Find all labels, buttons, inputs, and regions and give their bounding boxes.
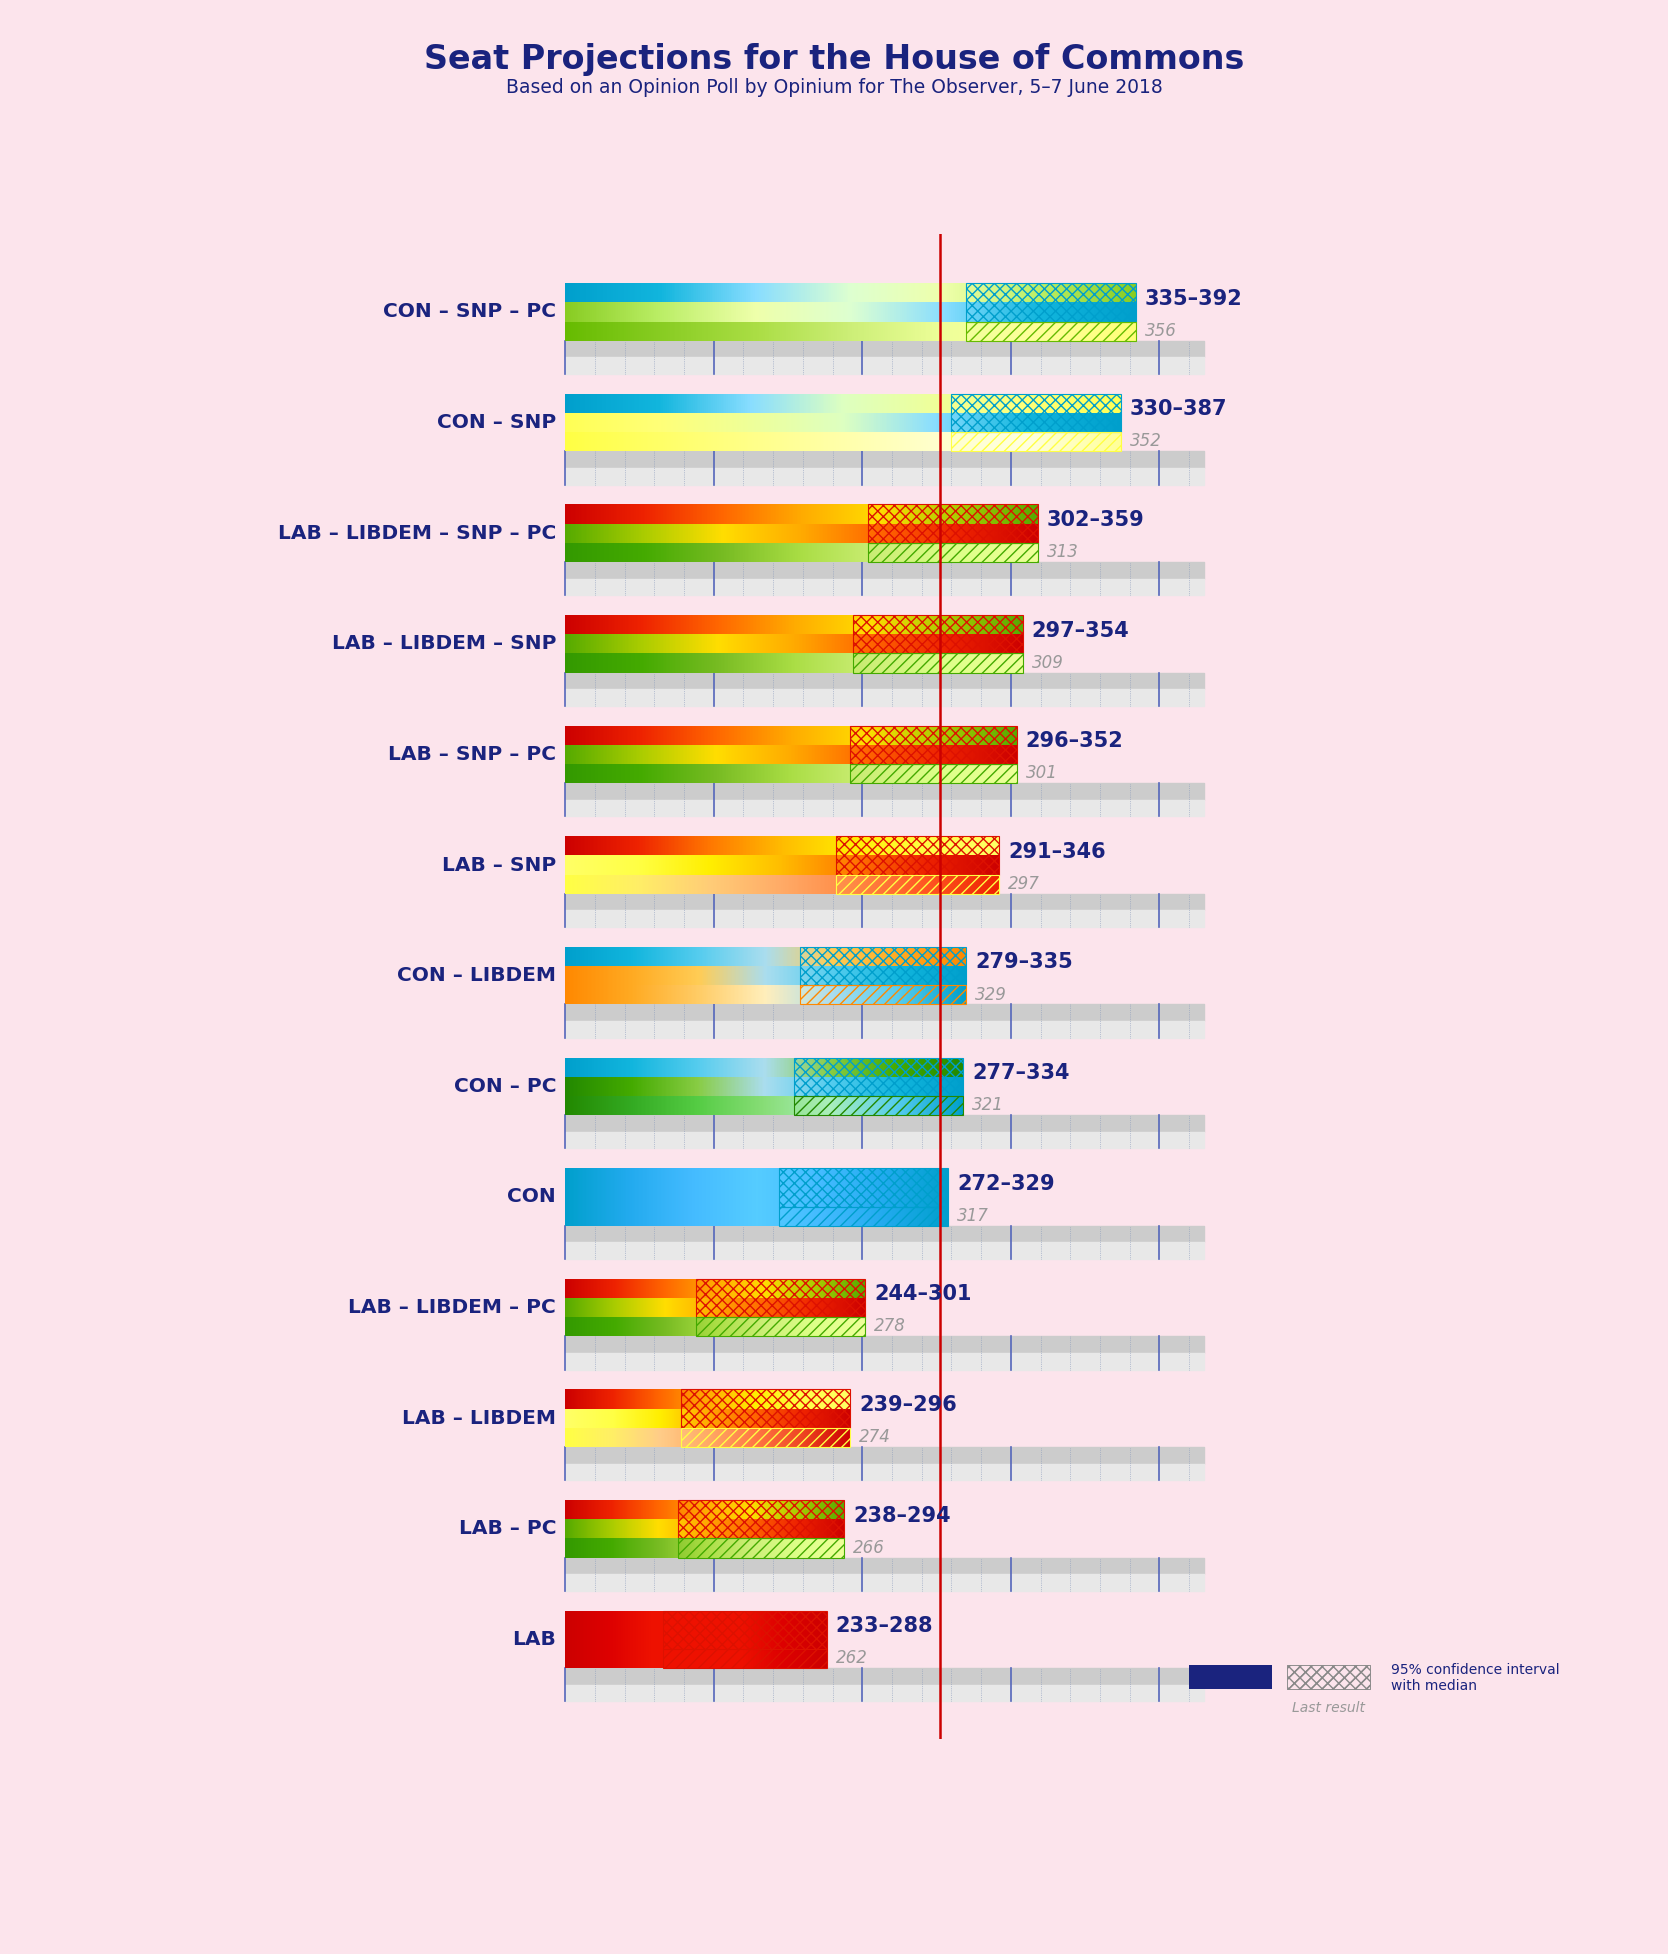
Bar: [966, 283, 1136, 322]
Text: 352: 352: [1129, 432, 1161, 449]
Text: LAB – PC: LAB – PC: [459, 1520, 555, 1538]
Text: LAB – LIBDEM – PC: LAB – LIBDEM – PC: [349, 1297, 555, 1317]
Bar: [1288, 1665, 1371, 1690]
Text: 238–294: 238–294: [854, 1507, 951, 1526]
Bar: [801, 948, 966, 985]
Bar: [1189, 1665, 1273, 1690]
Bar: [794, 1096, 964, 1116]
Bar: [664, 1649, 827, 1669]
Text: CON – SNP: CON – SNP: [437, 412, 555, 432]
Text: Based on an Opinion Poll by Opinium for The Observer, 5–7 June 2018: Based on an Opinion Poll by Opinium for …: [505, 78, 1163, 98]
Text: CON – LIBDEM: CON – LIBDEM: [397, 965, 555, 985]
Text: 233–288: 233–288: [836, 1616, 932, 1635]
Bar: [1288, 1665, 1371, 1690]
Text: 330–387: 330–387: [1129, 399, 1228, 420]
Text: 302–359: 302–359: [1046, 510, 1144, 530]
Text: LAB – LIBDEM – SNP – PC: LAB – LIBDEM – SNP – PC: [279, 524, 555, 543]
Bar: [851, 725, 1017, 764]
Bar: [801, 985, 966, 1004]
Bar: [869, 543, 1037, 563]
Bar: [664, 1610, 827, 1649]
Text: with median: with median: [1391, 1678, 1478, 1692]
Bar: [836, 836, 999, 875]
Text: 244–301: 244–301: [874, 1284, 972, 1305]
Bar: [696, 1317, 866, 1337]
Text: 277–334: 277–334: [972, 1063, 1069, 1083]
Text: 266: 266: [854, 1538, 886, 1557]
Bar: [794, 1057, 964, 1096]
Text: 296–352: 296–352: [1026, 731, 1124, 750]
Bar: [681, 1389, 851, 1428]
Text: CON: CON: [507, 1188, 555, 1206]
Text: 301: 301: [1026, 764, 1058, 782]
Text: LAB – SNP: LAB – SNP: [442, 856, 555, 875]
Text: 291–346: 291–346: [1007, 842, 1106, 862]
Text: 278: 278: [874, 1317, 906, 1335]
Text: 317: 317: [957, 1208, 989, 1225]
Text: 297: 297: [1007, 875, 1039, 893]
Text: 272–329: 272–329: [957, 1174, 1054, 1194]
Bar: [677, 1501, 844, 1538]
Bar: [836, 875, 999, 893]
Text: 279–335: 279–335: [976, 952, 1073, 973]
Text: Seat Projections for the House of Commons: Seat Projections for the House of Common…: [424, 43, 1244, 76]
Text: 356: 356: [1144, 322, 1176, 340]
Text: LAB – LIBDEM: LAB – LIBDEM: [402, 1409, 555, 1428]
Bar: [779, 1168, 949, 1206]
Text: LAB – SNP – PC: LAB – SNP – PC: [389, 744, 555, 764]
Bar: [696, 1278, 866, 1317]
Text: 329: 329: [976, 985, 1007, 1004]
Bar: [951, 432, 1121, 451]
Text: 274: 274: [859, 1428, 891, 1446]
Text: LAB: LAB: [512, 1630, 555, 1649]
Bar: [681, 1428, 851, 1448]
Bar: [854, 653, 1022, 672]
Text: CON – SNP – PC: CON – SNP – PC: [384, 303, 555, 320]
Bar: [854, 616, 1022, 653]
Text: CON – PC: CON – PC: [454, 1077, 555, 1096]
Text: 313: 313: [1046, 543, 1079, 561]
Text: 321: 321: [972, 1096, 1004, 1114]
Text: 309: 309: [1032, 655, 1064, 672]
Bar: [851, 764, 1017, 784]
Bar: [779, 1206, 949, 1225]
Text: Last result: Last result: [1293, 1702, 1366, 1716]
Text: 335–392: 335–392: [1144, 289, 1243, 309]
Bar: [951, 395, 1121, 432]
Text: 239–296: 239–296: [859, 1395, 957, 1415]
Text: 95% confidence interval: 95% confidence interval: [1391, 1663, 1560, 1677]
Bar: [869, 504, 1037, 543]
Text: LAB – LIBDEM – SNP: LAB – LIBDEM – SNP: [332, 635, 555, 653]
Text: 262: 262: [836, 1649, 867, 1667]
Text: 297–354: 297–354: [1032, 621, 1129, 641]
Bar: [966, 322, 1136, 340]
Bar: [677, 1538, 844, 1557]
